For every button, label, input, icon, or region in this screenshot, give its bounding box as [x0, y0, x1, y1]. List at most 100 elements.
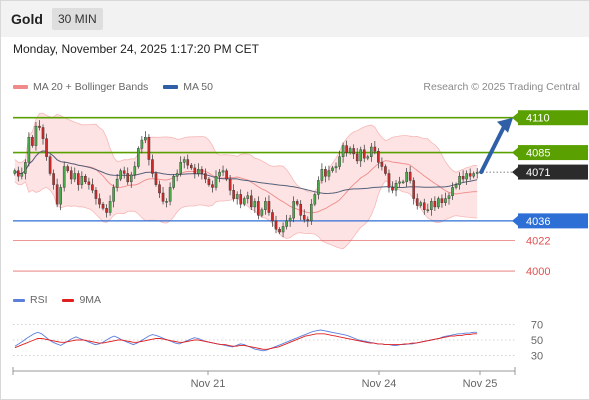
candle-body: [239, 194, 242, 205]
candle-body: [197, 169, 200, 174]
candle-body: [246, 195, 250, 199]
candle-body: [13, 170, 17, 174]
legend-item-bollinger: MA 20 + Bollinger Bands: [13, 81, 148, 93]
ma50-line: [14, 150, 478, 195]
candle-body: [221, 170, 225, 173]
candle-body: [225, 170, 228, 180]
candle-body: [295, 201, 299, 205]
support-label-4022: 4022: [526, 235, 550, 247]
candle-body: [84, 176, 87, 183]
candle-body: [264, 201, 267, 210]
resistance-badge-4110: [518, 110, 588, 126]
forecast-arrow-head: [497, 117, 513, 133]
candle-body: [267, 201, 271, 213]
candle-body: [260, 209, 264, 216]
header-bar: Gold 30 MIN: [1, 1, 589, 37]
x-tick-label: Nov 25: [463, 378, 498, 390]
candle-body: [440, 198, 444, 203]
candle-body: [69, 170, 73, 180]
candle-body: [405, 171, 408, 183]
support-label-4000: 4000: [526, 266, 550, 278]
rsi-9ma-line: [14, 333, 478, 350]
timestamp: Monday, November 24, 2025 1:17:20 PM CET: [13, 42, 259, 56]
legend-label-bollinger: MA 20 + Bollinger Bands: [33, 81, 149, 93]
candle-body: [430, 201, 433, 210]
legend-swatch-ma50: [163, 85, 179, 90]
candle-body: [373, 146, 377, 152]
candles: [13, 120, 479, 238]
candle-body: [475, 171, 479, 174]
candle-body: [17, 170, 20, 177]
candle-body: [179, 162, 182, 174]
candle-body: [38, 125, 41, 128]
pivot-label: 4036: [526, 216, 550, 228]
candle-body: [41, 127, 45, 139]
candle-body: [172, 176, 175, 188]
candle-body: [362, 149, 366, 159]
ma50-path: [14, 150, 478, 195]
bollinger-upper: [14, 112, 478, 193]
candle-body: [101, 203, 105, 209]
resistance-label-4085: 4085: [526, 148, 550, 160]
candle-body: [317, 180, 320, 195]
candle-body: [175, 173, 179, 177]
candle-body: [454, 184, 458, 188]
last-price-pointer: [512, 167, 518, 178]
legend-label-9ma: 9MA: [79, 294, 102, 306]
candle-body: [200, 169, 204, 174]
candle-body: [444, 198, 447, 203]
candle-body: [465, 173, 468, 180]
rsi-legend: RSI 9MA: [13, 294, 113, 306]
candle-body: [62, 166, 66, 188]
candle-body: [433, 201, 437, 208]
candle-body: [306, 219, 310, 222]
candle-body: [133, 166, 137, 176]
candle-body: [59, 187, 62, 205]
candle-body: [292, 201, 295, 219]
candle-body: [189, 164, 193, 169]
candle-body: [355, 153, 359, 162]
timeframe-button[interactable]: 30 MIN: [52, 8, 103, 30]
candle-body: [77, 173, 80, 185]
candle-body: [232, 190, 235, 199]
resistance-pointer-4085: [512, 147, 518, 158]
candle-body: [140, 139, 144, 149]
candle-body: [218, 171, 221, 177]
candle-body: [55, 184, 59, 205]
candle-body: [52, 173, 55, 185]
candle-body: [115, 178, 119, 188]
candle-body: [324, 169, 327, 177]
x-tick-label: Nov 21: [191, 378, 226, 390]
candle-body: [348, 148, 352, 153]
candle-body: [313, 194, 317, 205]
candle-body: [257, 201, 260, 216]
level-lines: [13, 116, 515, 272]
rsi-tick-70: 70: [531, 320, 543, 332]
candle-body: [468, 173, 472, 177]
bollinger-lower: [14, 180, 478, 250]
candle-body: [34, 125, 38, 146]
candle-body: [105, 208, 108, 213]
candle-body: [341, 145, 345, 157]
forecast-arrow-shaft: [479, 122, 507, 175]
research-credit: Research © 2025 Trading Central: [423, 81, 580, 93]
candle-body: [394, 183, 398, 191]
candle-body: [384, 166, 387, 174]
legend-label-ma50: MA 50: [183, 81, 213, 93]
candle-body: [274, 220, 278, 230]
candle-body: [73, 173, 77, 180]
candle-body: [437, 198, 440, 208]
candle-body: [129, 174, 133, 183]
candle-body: [48, 156, 52, 174]
candle-body: [80, 176, 84, 185]
rsi-tick-30: 30: [531, 350, 543, 362]
candle-body: [27, 137, 31, 163]
candle-body: [366, 156, 370, 159]
candle-body: [122, 170, 126, 174]
candle-body: [66, 166, 70, 171]
candle-body: [45, 138, 48, 157]
candle-body: [24, 162, 27, 174]
candle-body: [119, 170, 122, 180]
candle-body: [426, 209, 430, 211]
candle-body: [338, 156, 341, 167]
